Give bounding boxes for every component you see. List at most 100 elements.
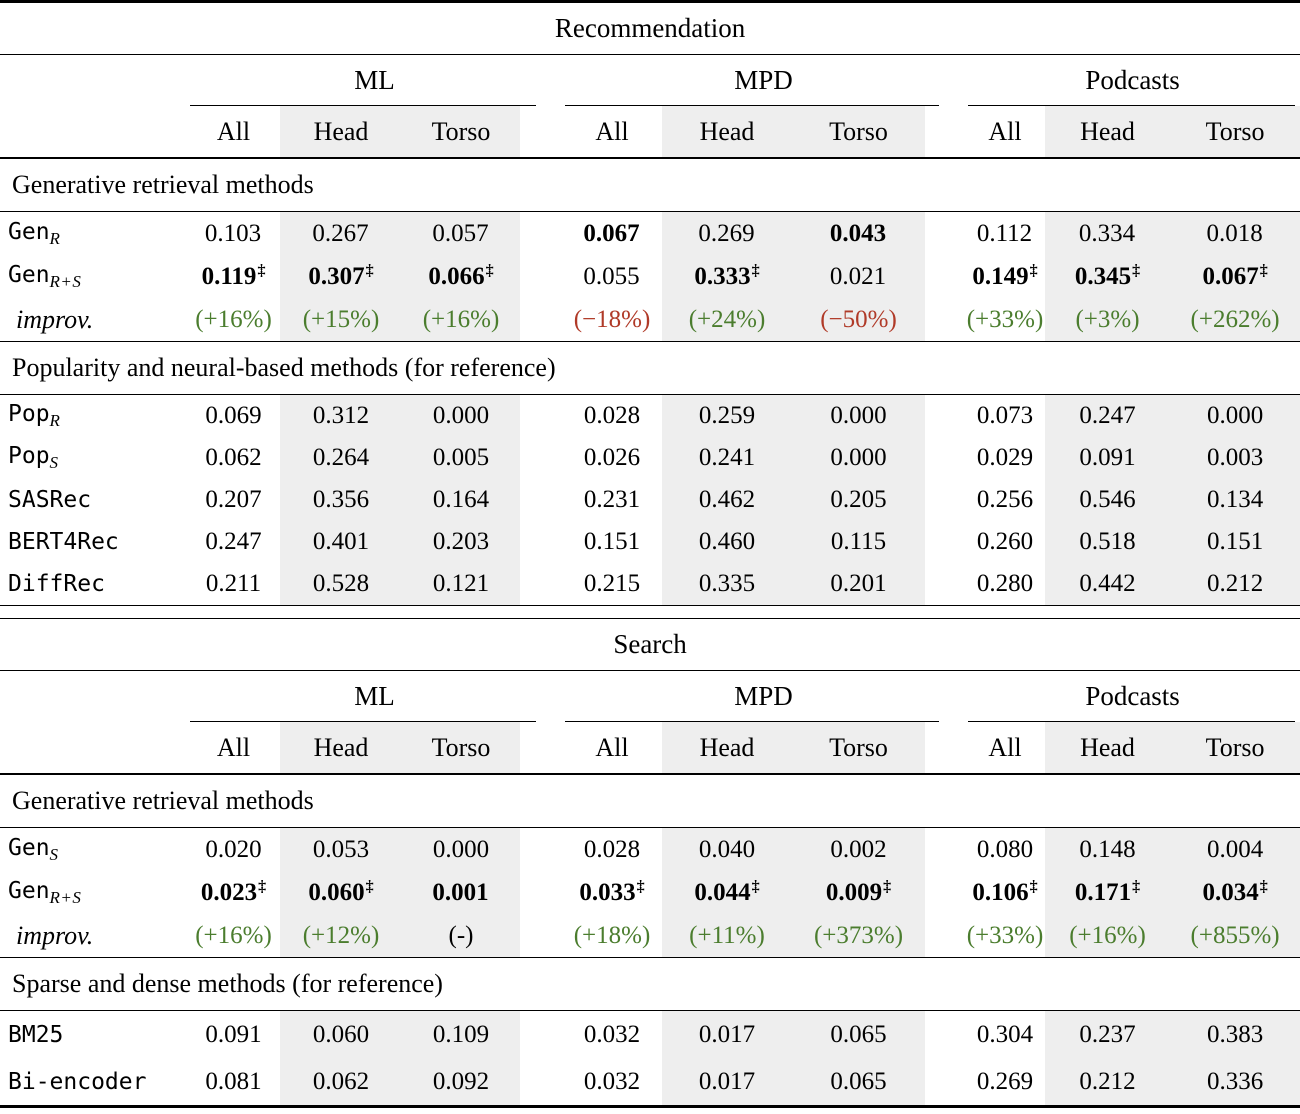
method-label: PopR	[8, 401, 61, 430]
method-label: GenR	[8, 218, 61, 248]
column-gap	[925, 479, 965, 521]
metric-cell: 0.029	[976, 444, 1034, 471]
metric-cell: 0.053	[280, 827, 402, 871]
subcol-header-torso: Torso	[402, 722, 520, 775]
subcol-header-all: All	[965, 106, 1045, 159]
metric-cell: 0.005	[402, 437, 520, 479]
column-gap	[925, 563, 965, 606]
column-gap	[520, 437, 562, 479]
group-header-ml: ML	[187, 671, 562, 722]
metric-cell: 0.231	[583, 486, 641, 513]
row-pop-r: PopR 0.069 0.312 0.000 0.028 0.259 0.000…	[0, 394, 1300, 437]
metric-cell: 0.020	[205, 835, 262, 863]
metric-cell: 0.028	[583, 402, 641, 429]
column-gap	[520, 1010, 562, 1058]
metric-cell: 0.017	[662, 1010, 792, 1058]
metric-cell: (+373%)	[792, 914, 925, 958]
column-gap	[520, 722, 562, 775]
metric-cell: 0.000	[402, 394, 520, 437]
group-underline-rule	[565, 105, 939, 106]
metric-cell: (-)	[402, 914, 520, 958]
section-separator	[0, 605, 1300, 619]
block-heading: Generative retrieval methods	[0, 773, 1300, 828]
subcol-header-torso: Torso	[1170, 106, 1300, 159]
method-label: PopS	[8, 443, 59, 472]
metric-cell: 0.069	[205, 402, 262, 429]
metric-cell: 0.004	[1170, 827, 1300, 871]
metric-cell: 0.003	[1170, 437, 1300, 479]
metric-cell: 0.044‡	[662, 871, 792, 914]
metric-cell: 0.023‡	[200, 877, 267, 906]
metric-cell: 0.032	[583, 1020, 641, 1048]
metric-cell: 0.115	[792, 521, 925, 563]
metric-cell: 0.121	[402, 563, 520, 606]
row-bm25: BM25 0.091 0.060 0.109 0.032 0.017 0.065…	[0, 1010, 1300, 1058]
metric-cell: 0.269	[662, 211, 792, 255]
column-gap	[520, 255, 562, 298]
row-bi-encoder: Bi-encoder 0.081 0.062 0.092 0.032 0.017…	[0, 1058, 1300, 1107]
method-label: GenR+S	[8, 877, 82, 907]
metric-cell: 0.442	[1045, 563, 1170, 606]
metric-cell: 0.241	[662, 437, 792, 479]
column-gap	[925, 914, 965, 958]
metric-cell: 0.043	[792, 211, 925, 255]
metric-cell: 0.033‡	[579, 877, 645, 906]
metric-cell: 0.256	[976, 486, 1034, 513]
dataset-group-row: ML MPD Podcasts	[0, 671, 1300, 722]
group-underline-rule	[565, 721, 939, 722]
metric-cell: 0.062	[205, 444, 262, 471]
metric-cell: 0.002	[792, 827, 925, 871]
block-heading-row: Generative retrieval methods	[0, 773, 1300, 828]
metric-cell: 0.067	[583, 219, 640, 247]
row-diffrec: DiffRec 0.211 0.528 0.121 0.215 0.335 0.…	[0, 563, 1300, 606]
section-search: Search ML MPD Podcasts All Head Torso Al…	[0, 618, 1300, 1107]
metric-cell: 0.211	[205, 570, 262, 597]
subcol-header-head: Head	[1045, 106, 1170, 159]
column-gap	[520, 827, 562, 871]
metric-cell: 0.237	[1045, 1010, 1170, 1058]
subcol-header-all: All	[562, 722, 662, 775]
metric-cell: 0.149‡	[972, 261, 1038, 290]
metric-cell: 0.280	[976, 570, 1034, 597]
metric-cell: 0.106‡	[972, 877, 1038, 906]
block-heading: Sparse and dense methods (for reference)	[0, 957, 1300, 1011]
subcol-header-head: Head	[280, 722, 402, 775]
metric-cell: (+12%)	[280, 914, 402, 958]
metric-cell: 0.067‡	[1170, 255, 1300, 298]
metric-cell: 0.334	[1045, 211, 1170, 255]
metric-cell: (+16%)	[1045, 914, 1170, 958]
metric-cell: 0.065	[792, 1058, 925, 1107]
subcol-header-all: All	[562, 106, 662, 159]
column-gap	[925, 722, 965, 775]
section-title: Recommendation	[0, 1, 1300, 55]
group-header-podcasts: Podcasts	[965, 671, 1300, 722]
metric-cell: 0.171‡	[1045, 871, 1170, 914]
group-underline-rule	[190, 105, 536, 106]
column-gap	[925, 437, 965, 479]
method-label: BM25	[8, 1021, 64, 1048]
metric-cell: 0.201	[792, 563, 925, 606]
metric-cell: 0.264	[280, 437, 402, 479]
metric-cell: 0.269	[976, 1067, 1034, 1095]
row-gen-rs: GenR+S 0.023‡ 0.060‡ 0.001 0.033‡ 0.044‡…	[0, 871, 1300, 914]
group-underline-rule	[190, 721, 536, 722]
metric-cell: 0.134	[1170, 479, 1300, 521]
column-gap	[925, 1058, 965, 1107]
metric-cell: 0.259	[662, 394, 792, 437]
metric-cell: 0.460	[662, 521, 792, 563]
column-gap	[925, 1010, 965, 1058]
metric-cell: 0.062	[280, 1058, 402, 1107]
metric-cell: (+11%)	[662, 914, 792, 958]
metric-cell: 0.112	[976, 219, 1033, 247]
block-heading: Generative retrieval methods	[0, 157, 1300, 212]
metric-cell: 0.080	[976, 835, 1034, 863]
column-gap	[520, 1058, 562, 1107]
metric-cell: 0.260	[976, 528, 1034, 555]
metric-cell: 0.212	[1170, 563, 1300, 606]
metric-cell: 0.462	[662, 479, 792, 521]
metric-cell: 0.021	[792, 255, 925, 298]
section-recommendation: Recommendation ML MPD Podcasts All Head …	[0, 1, 1300, 619]
dataset-group-row: ML MPD Podcasts	[0, 55, 1300, 106]
group-label: ML	[354, 681, 395, 711]
section-title-row: Recommendation	[0, 1, 1300, 55]
